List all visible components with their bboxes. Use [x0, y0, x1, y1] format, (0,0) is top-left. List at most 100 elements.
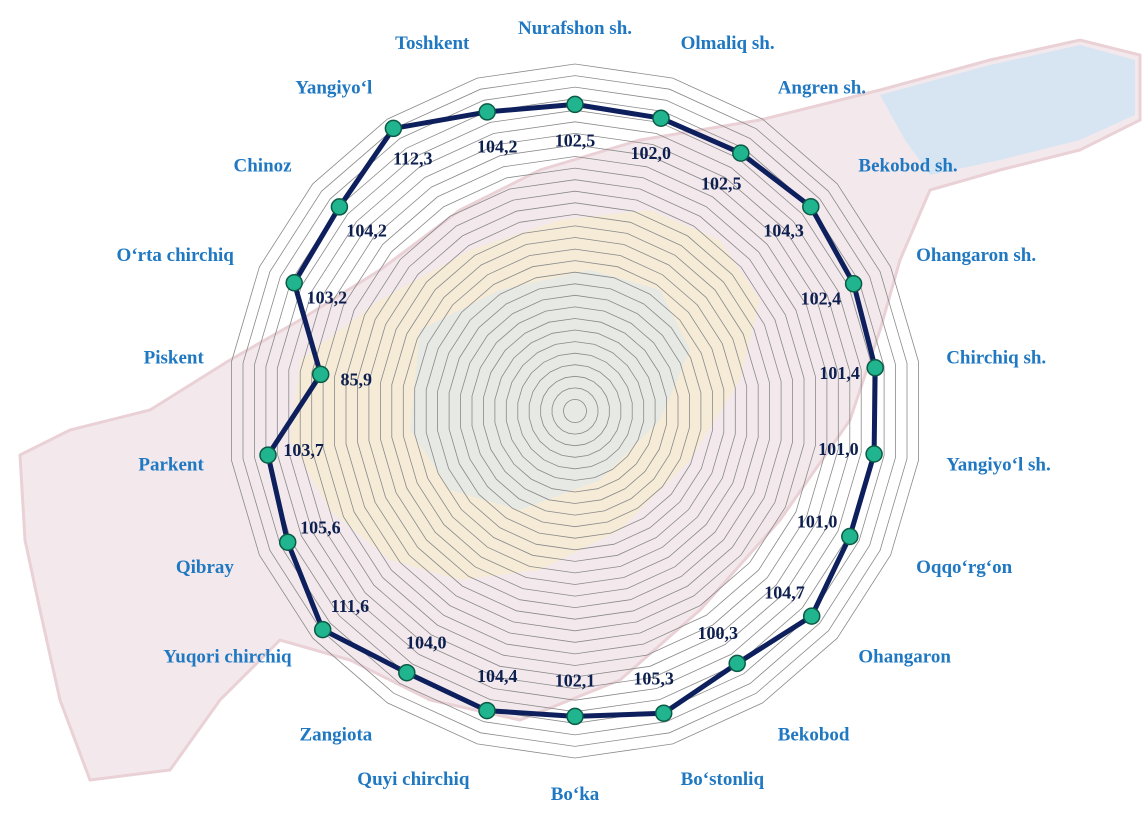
data-point — [311, 365, 330, 384]
data-point — [285, 274, 303, 292]
data-point — [802, 197, 820, 216]
data-point — [652, 109, 670, 127]
value-label: 104,2 — [346, 221, 387, 241]
category-label: Yangiyo‘l — [295, 78, 372, 99]
value-label: 104,4 — [477, 666, 518, 686]
value-label: 102,1 — [555, 670, 596, 690]
category-label: Yuqori chirchiq — [163, 647, 292, 668]
grid-ring — [334, 167, 816, 655]
value-label: 101,0 — [797, 512, 838, 532]
value-label: 105,3 — [633, 669, 674, 689]
data-point — [865, 445, 883, 463]
grid-ring — [482, 318, 667, 504]
value-label: 101,0 — [818, 439, 859, 459]
grid-ring — [242, 75, 908, 747]
grid-ring — [299, 132, 851, 690]
grid-ring — [425, 260, 725, 562]
value-label: 105,6 — [300, 517, 341, 537]
category-label: Chirchiq sh. — [946, 348, 1046, 369]
data-point — [478, 103, 496, 121]
category-label: Zangiota — [299, 725, 372, 746]
grid-ring — [322, 156, 828, 666]
value-label: 102,0 — [631, 143, 672, 163]
background-map-image — [18, 38, 1142, 782]
category-label: Quyi chirchiq — [357, 769, 470, 790]
data-point — [732, 144, 750, 162]
category-label: Olmaliq sh. — [681, 33, 775, 54]
radar-series — [259, 95, 884, 726]
grid-ring — [288, 121, 862, 701]
value-label: 104,0 — [406, 632, 447, 652]
data-point — [566, 95, 584, 114]
category-label: Piskent — [144, 348, 205, 369]
category-label: O‘rta chirchiq — [117, 245, 235, 266]
value-label: 101,4 — [819, 363, 860, 383]
data-point — [478, 701, 496, 720]
grid-ring — [345, 179, 805, 643]
grid-ring — [551, 387, 599, 435]
grid-ring — [231, 63, 919, 759]
category-label: Nurafshon sh. — [518, 18, 632, 39]
grid-ring — [540, 375, 610, 447]
category-label: Angren sh. — [778, 78, 866, 99]
grid-ring — [494, 329, 656, 493]
value-label: 104,2 — [477, 137, 518, 157]
data-point — [278, 533, 297, 551]
grid-ring — [471, 306, 679, 516]
grid-ring — [368, 202, 782, 620]
category-label: Toshkent — [395, 33, 470, 54]
grid-ring — [460, 294, 690, 528]
radar-grid — [231, 63, 919, 759]
value-label: 112,3 — [393, 149, 433, 169]
value-label: 85,9 — [341, 370, 373, 390]
category-label: Yangiyo‘l sh. — [946, 454, 1051, 475]
value-label: 103,2 — [307, 288, 348, 308]
grid-ring — [517, 352, 633, 470]
value-label: 100,3 — [697, 623, 738, 643]
value-label: 102,5 — [701, 173, 742, 193]
data-point — [384, 119, 403, 138]
value-label: 104,7 — [764, 583, 805, 603]
grid-ring — [357, 190, 793, 632]
grid-ring — [437, 271, 713, 551]
category-label: Qibray — [176, 557, 235, 578]
grid-ring — [414, 248, 736, 574]
data-point — [844, 275, 863, 293]
value-label: 104,3 — [763, 220, 804, 240]
value-label: 102,5 — [555, 130, 596, 150]
value-label: 102,4 — [801, 289, 842, 309]
category-label: Bekobod sh. — [858, 155, 957, 176]
data-point — [313, 620, 332, 639]
data-point — [802, 607, 821, 625]
grid-ring — [379, 213, 770, 609]
grid-ring — [563, 398, 587, 424]
category-label: Ohangaron — [858, 647, 951, 668]
data-point — [728, 654, 746, 673]
data-point — [566, 707, 584, 726]
data-point — [259, 446, 277, 464]
value-label: 103,7 — [283, 440, 324, 460]
grid-ring — [311, 144, 839, 678]
category-label: Bekobod — [778, 725, 850, 746]
category-label: Ohangaron sh. — [916, 245, 1036, 266]
grid-ring — [391, 225, 759, 597]
data-point — [398, 663, 416, 682]
data-point — [866, 359, 884, 377]
radar-labels: 102,5 102,0 102,5 104,3 102,4 101,4 101,0 101,0… — [117, 18, 1051, 805]
grid-ring — [448, 283, 702, 539]
data-point — [330, 198, 349, 216]
category-label: Parkent — [138, 454, 204, 475]
data-point — [654, 704, 673, 722]
value-label: 111,6 — [331, 596, 370, 616]
grid-ring — [402, 237, 748, 585]
grid-ring — [505, 341, 645, 481]
category-label: Bo‘stonliq — [681, 769, 765, 790]
category-label: Oqqo‘rg‘on — [916, 557, 1013, 578]
grid-ring — [528, 364, 622, 458]
category-label: Bo‘ka — [551, 784, 600, 805]
grid-ring — [253, 86, 896, 736]
category-label: Chinoz — [234, 155, 293, 176]
data-point — [841, 527, 859, 546]
